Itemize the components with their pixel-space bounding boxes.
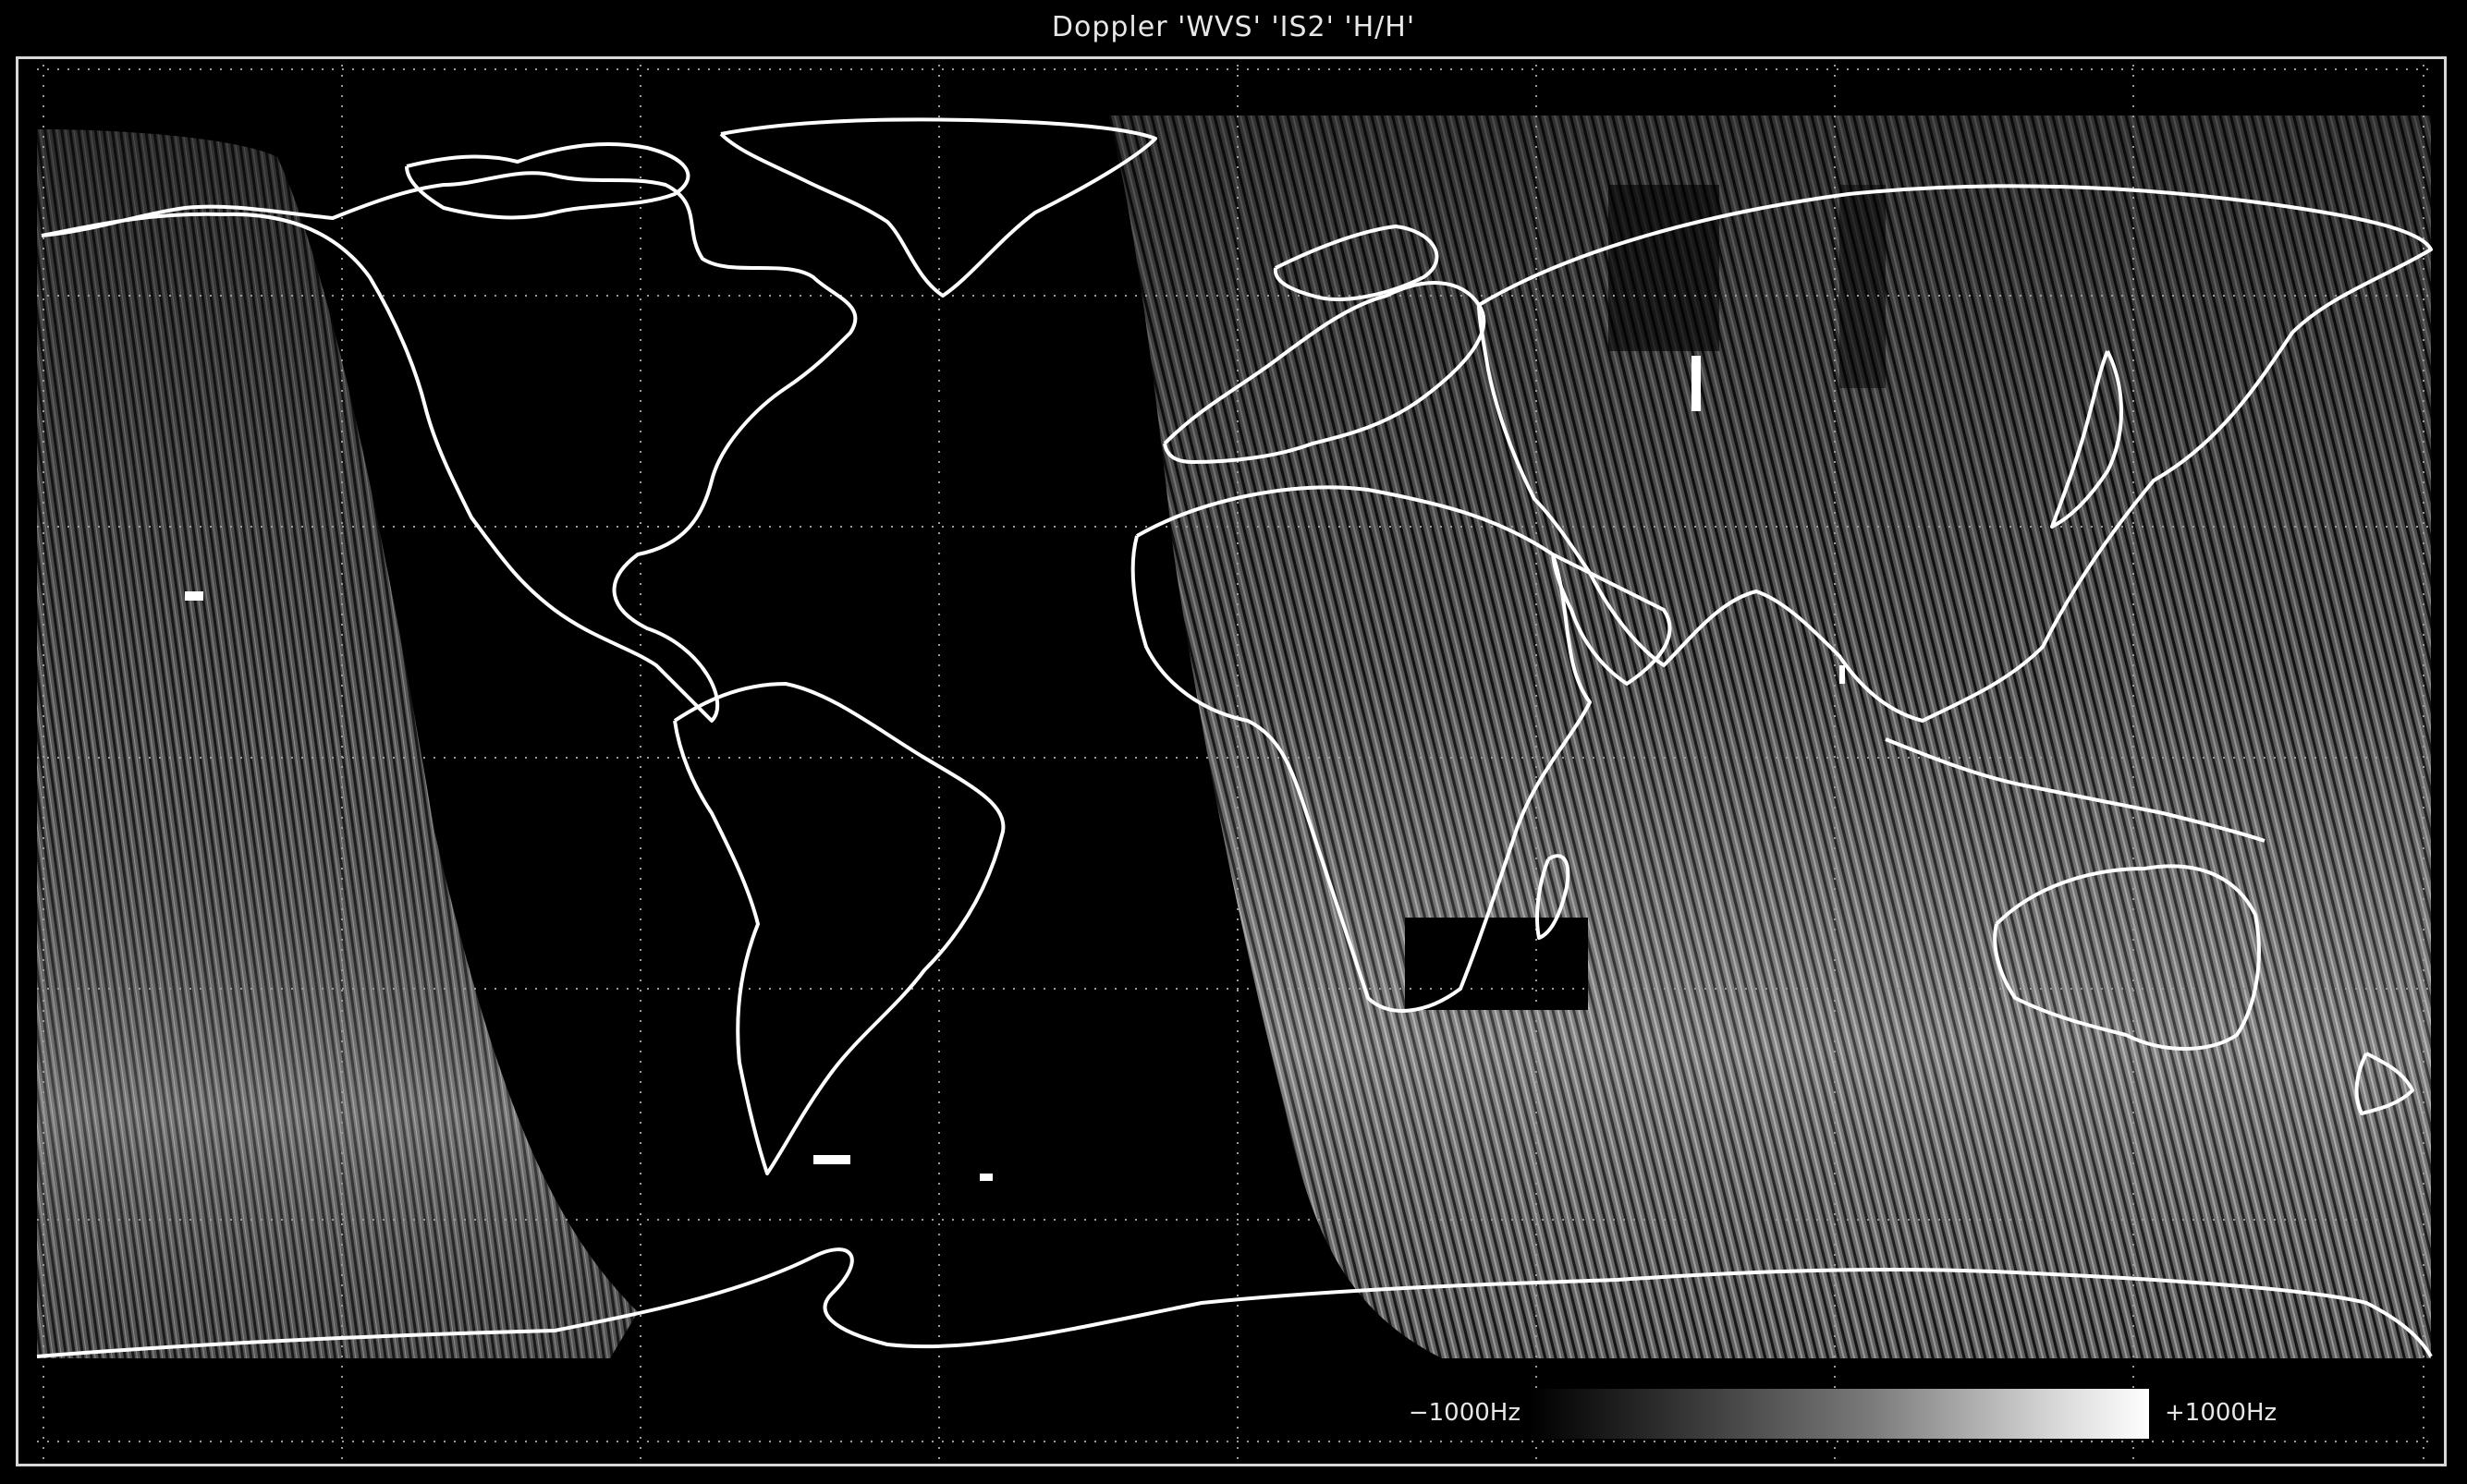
new-zealand-coast bbox=[2354, 1052, 2414, 1115]
asia-coast bbox=[1477, 184, 2433, 723]
canadian-arctic bbox=[405, 142, 690, 220]
doppler-swaths bbox=[37, 116, 2431, 1358]
indonesia-coast bbox=[1885, 737, 2265, 843]
madagascar-coast bbox=[1535, 854, 1570, 940]
north-america-coast bbox=[41, 171, 858, 723]
arabia-coast bbox=[1551, 553, 1672, 686]
scandinavia-coast bbox=[1273, 225, 1439, 301]
plot-frame bbox=[16, 56, 2447, 1466]
coastlines bbox=[36, 117, 2433, 1358]
south-america-coast bbox=[673, 682, 1006, 1175]
colorbar-min-label: −1000Hz bbox=[1408, 1399, 1521, 1427]
africa-coast bbox=[1130, 485, 1592, 1013]
data-gap-madagascar bbox=[1405, 918, 1588, 1010]
map-title: Doppler 'WVS' 'IS2' 'H/H' bbox=[1051, 11, 1416, 43]
data-gap-russia bbox=[1608, 185, 1719, 351]
islands bbox=[185, 356, 1845, 1181]
data-gap-asia bbox=[1839, 185, 1886, 388]
greenland-coast bbox=[719, 117, 1157, 298]
colorbar-max-label: +1000Hz bbox=[2165, 1399, 2278, 1427]
doppler-colorbar bbox=[1530, 1389, 2149, 1439]
australia-coast bbox=[1993, 864, 2261, 1051]
japan-coast bbox=[2050, 350, 2123, 529]
antarctica-coast bbox=[36, 1247, 2433, 1358]
